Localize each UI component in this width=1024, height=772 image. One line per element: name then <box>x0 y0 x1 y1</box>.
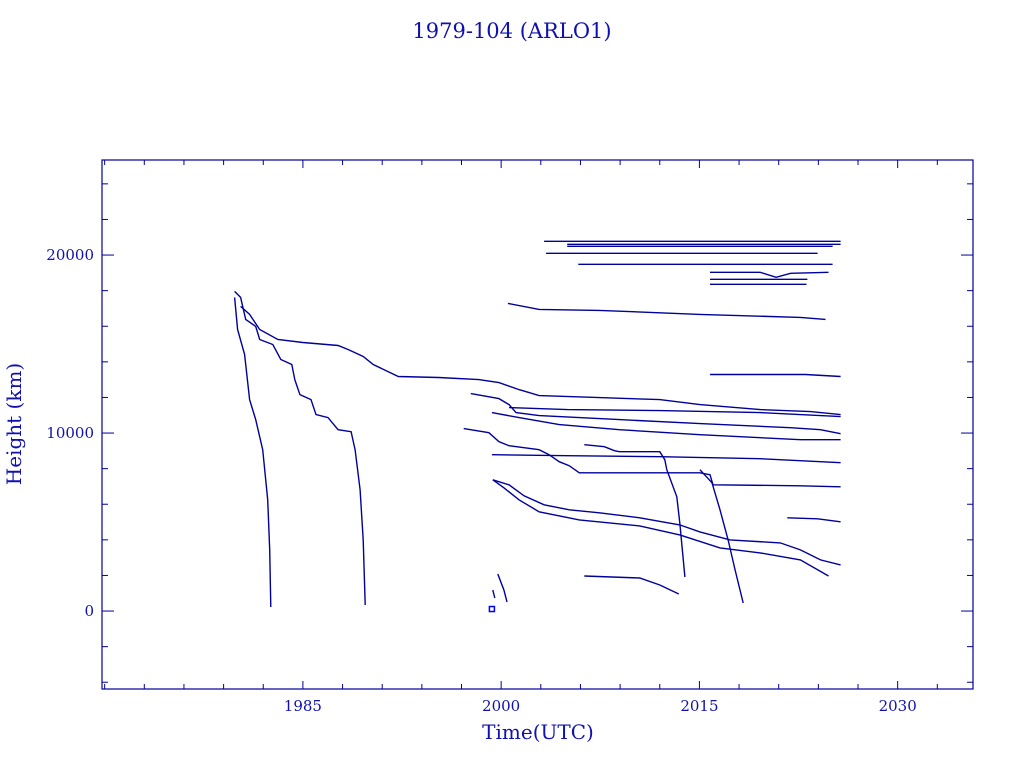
series-line-24 <box>710 271 829 279</box>
y-tick-label: 20000 <box>46 246 94 264</box>
y-tick-label: 0 <box>84 602 94 620</box>
series-line-1 <box>233 297 272 608</box>
x-tick-label: 1985 <box>284 697 322 715</box>
series-line-17 <box>710 373 841 378</box>
series-line-16 <box>787 517 841 523</box>
chart-title: 1979-104 (ARLO1) <box>412 19 611 43</box>
series-line-3 <box>240 305 841 416</box>
series-line-12 <box>492 479 829 577</box>
series-line-18 <box>507 302 826 321</box>
series-line-11 <box>492 479 841 566</box>
series-line-7 <box>463 427 841 488</box>
y-tick-label: 10000 <box>46 424 94 442</box>
series-line-5 <box>491 411 841 441</box>
x-tick-label: 2000 <box>482 697 520 715</box>
data-marker <box>488 605 496 613</box>
series-line-14 <box>497 573 508 603</box>
plot-frame <box>101 159 974 690</box>
x-tick-label: 2030 <box>879 697 917 715</box>
series-line-4 <box>470 392 841 435</box>
series-line-10 <box>699 469 744 604</box>
series-line-15 <box>492 589 496 599</box>
x-axis-label: Time(UTC) <box>482 720 594 744</box>
x-tick-label: 2015 <box>680 697 718 715</box>
axis-ticks <box>102 160 973 689</box>
y-axis-label: Height (km) <box>2 363 26 485</box>
series-line-6 <box>508 406 841 418</box>
series-line-8 <box>491 454 841 464</box>
tick-labels: 1985 2000 2015 2030 0 10000 20000 <box>46 246 916 715</box>
series-line-13 <box>584 575 680 595</box>
series-line-2 <box>234 290 366 606</box>
series-group <box>233 240 841 613</box>
series-line-9 <box>584 444 686 578</box>
